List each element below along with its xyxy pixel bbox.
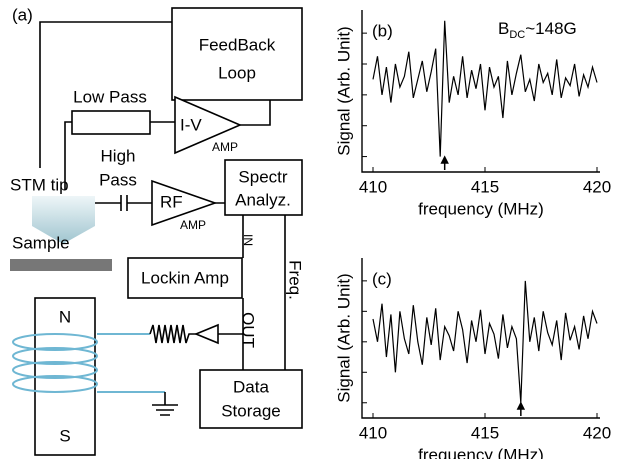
spectrum-analyzer-label: Spectr [238,167,287,186]
y-axis-label: Signal (Arb. Unit) [334,273,353,402]
sample-label: Sample [12,233,70,252]
x-axis-label: frequency (MHz) [418,445,544,459]
driver [193,323,219,345]
low-pass-box [71,110,151,135]
rf-amp-sub: AMP [180,218,206,232]
annotation: BDC~148G [498,19,577,40]
arrow [440,155,449,170]
in-label: IN [241,234,255,246]
coil [12,333,165,393]
iv-amp-label: I-V [180,115,202,134]
storage-label: Data [233,377,269,396]
spectrum-analyzer-label: Analyz. [235,190,291,209]
x-tick-label: 410 [359,423,387,442]
stm-tip-label: STM tip [10,175,69,194]
rf-amp [151,179,218,227]
wire [95,195,286,372]
spectrum-analyzer-box [224,159,303,216]
iv-amp-sub: AMP [212,140,238,154]
annotation-main: B [498,19,509,38]
x-tick-label: 420 [583,423,611,442]
iv-amp [174,95,243,155]
storage-label: Storage [221,401,281,420]
x-tick-label: 415 [471,177,499,196]
x-axis-label: frequency (MHz) [418,199,544,218]
panel-label: (a) [12,5,33,24]
arrow [516,401,526,416]
wire [64,100,271,190]
wire [149,324,243,416]
magnet-north: N [59,307,71,326]
panel-label: (c) [372,269,392,288]
series-line [372,20,598,157]
x-tick-label: 410 [359,177,387,196]
high-pass-label: High [101,146,136,165]
annotation-sub: DC [509,29,525,41]
sample [10,259,112,271]
feedback-label: FeedBack [199,35,276,54]
chart: 410 415 420 frequency (MHz) Signal (Arb. Uni… [334,10,611,218]
x-tick-label: 415 [471,423,499,442]
storage-box [199,369,303,429]
feedback-label: Loop [218,63,256,82]
chart: 410 415 420 frequency (MHz) Signal (Arb. Uni… [334,258,611,464]
lockin-box [127,257,243,299]
schematic: (a) FeedBack Loop Low Pass I-V AMP High … [10,5,305,456]
lockin-label: Lockin Amp [141,268,229,287]
wire [39,21,172,168]
stm-tip [32,196,95,244]
freq-label: Freq. [286,260,305,300]
low-pass-label: Low Pass [73,87,147,106]
x-tick-label: 420 [583,177,611,196]
rf-amp-label: RF [160,192,183,211]
series-line [372,280,598,403]
panel-label: (b) [372,21,393,40]
y-axis-label: Signal (Arb. Unit) [334,26,353,155]
high-pass-label: Pass [99,170,137,189]
feedback-box [171,7,303,101]
magnet-south: S [59,426,70,445]
annotation-rest: ~148G [525,19,577,38]
out-label: OUT [239,312,258,348]
